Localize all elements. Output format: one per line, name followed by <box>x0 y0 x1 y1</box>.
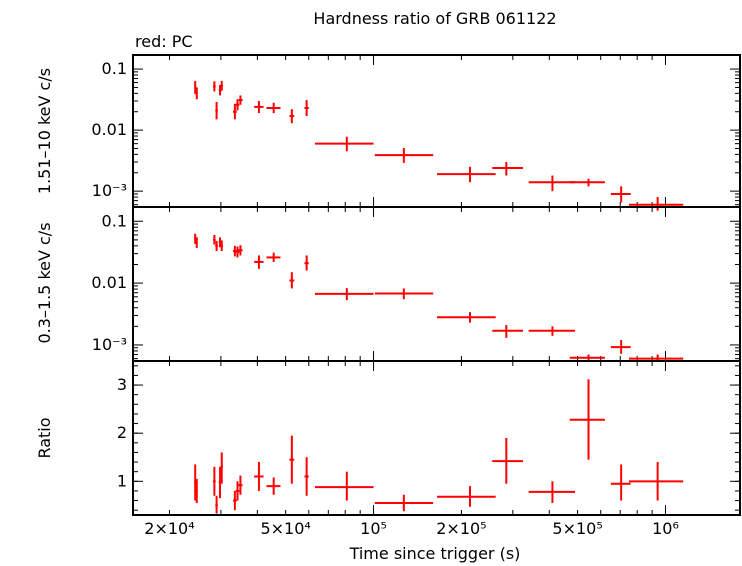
x-tick-label: 10⁵ <box>360 519 387 538</box>
y-axis-label-hard: 1.51–10 keV c/s <box>35 68 54 194</box>
chart-subtitle: red: PC <box>135 32 193 51</box>
y-axis-label-soft: 0.3–1.5 keV c/s <box>35 222 54 343</box>
y-tick-label-ratio: 2 <box>117 423 127 442</box>
y-tick-label-ratio: 3 <box>117 375 127 394</box>
x-tick-label: 2×10⁴ <box>144 519 194 538</box>
y-tick-label-soft: 0.1 <box>102 211 127 230</box>
x-tick-label: 2×10⁵ <box>436 519 486 538</box>
y-axis-label-ratio: Ratio <box>35 417 54 458</box>
panel-frame-ratio <box>132 360 741 516</box>
chart-title: Hardness ratio of GRB 061122 <box>313 9 556 28</box>
y-tick-label-hard: 0.1 <box>102 59 127 78</box>
panel-frame-soft <box>132 206 741 362</box>
panel-frame-hard <box>132 54 741 208</box>
y-tick-label-soft: 10⁻³ <box>92 335 127 354</box>
x-tick-label: 5×10⁵ <box>552 519 602 538</box>
x-axis-label: Time since trigger (s) <box>349 544 521 563</box>
x-tick-label: 5×10⁴ <box>260 519 310 538</box>
y-tick-label-hard: 10⁻³ <box>92 181 127 200</box>
x-tick-label: 10⁶ <box>652 519 679 538</box>
y-tick-label-soft: 0.01 <box>91 273 127 292</box>
y-tick-label-hard: 0.01 <box>91 120 127 139</box>
y-tick-label-ratio: 1 <box>117 471 127 490</box>
